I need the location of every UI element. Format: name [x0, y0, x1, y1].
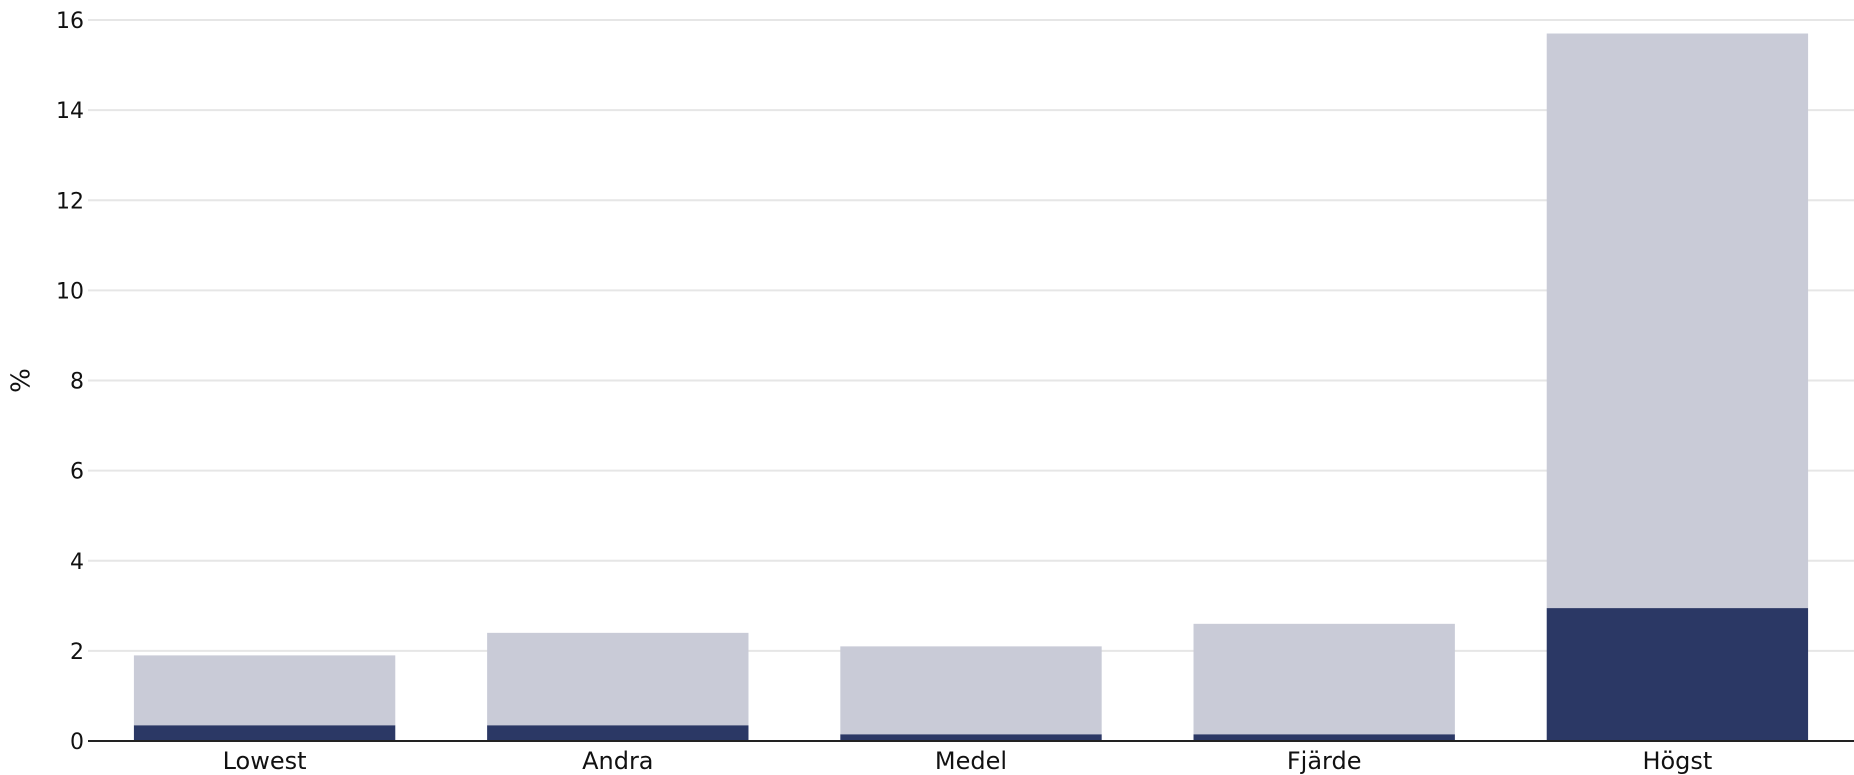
y-tick-label: 6	[70, 460, 84, 485]
bar-segment	[133, 725, 396, 741]
y-tick-label: 12	[56, 189, 84, 214]
bar-segment	[840, 734, 1102, 741]
y-tick-label: 10	[56, 279, 84, 304]
bar-segment	[487, 725, 749, 741]
y-tick-label: 8	[70, 370, 84, 395]
y-tick-label: 14	[56, 99, 84, 124]
axes: 0 2 4 6 8 10 12 14 16 Lowest Andra Medel Fjärde Högst	[56, 9, 1854, 775]
y-tick-label: 16	[56, 9, 84, 34]
bar-segment	[840, 646, 1102, 735]
y-tick-label: 0	[70, 730, 84, 755]
bar-segment	[133, 655, 396, 726]
bars	[133, 33, 1809, 741]
y-tick-label: 4	[70, 550, 84, 575]
bar-segment	[1546, 33, 1809, 609]
x-tick-label: Högst	[1642, 747, 1712, 775]
x-tick-label: Fjärde	[1287, 747, 1362, 775]
y-axis-title: %	[7, 368, 37, 393]
gridlines	[88, 19, 1854, 652]
x-tick-label: Lowest	[223, 747, 307, 775]
y-tick-label: 2	[70, 640, 84, 665]
x-tick-label: Medel	[935, 747, 1007, 775]
bar-segment	[1546, 608, 1809, 741]
x-tick-label: Andra	[582, 747, 653, 775]
bar-segment	[487, 632, 749, 726]
bar-segment	[1193, 734, 1455, 741]
bar-segment	[1193, 623, 1455, 735]
